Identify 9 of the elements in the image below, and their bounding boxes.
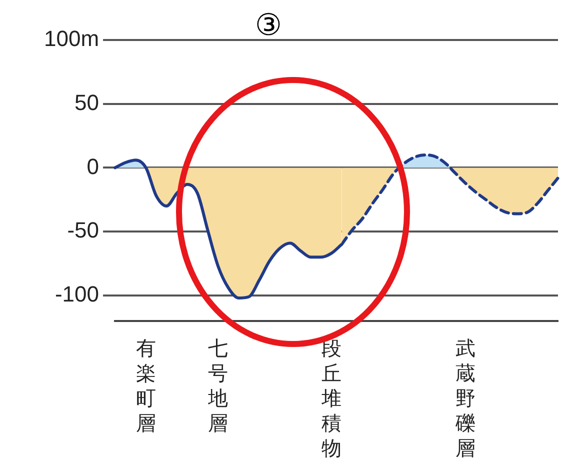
annotation: ③ xyxy=(255,8,282,44)
y-tick-label: -100 xyxy=(54,282,100,307)
y-tick-label: 50 xyxy=(74,90,100,115)
y-tick-label: -50 xyxy=(67,218,100,243)
x-tick-label: 七号地層 xyxy=(207,338,228,436)
x-tick-label: 有楽町層 xyxy=(136,338,156,436)
y-tick-label: 100m xyxy=(44,26,100,52)
x-tick-label: 武蔵野礫層 xyxy=(454,338,476,460)
y-tick-label: 0 xyxy=(86,154,100,179)
